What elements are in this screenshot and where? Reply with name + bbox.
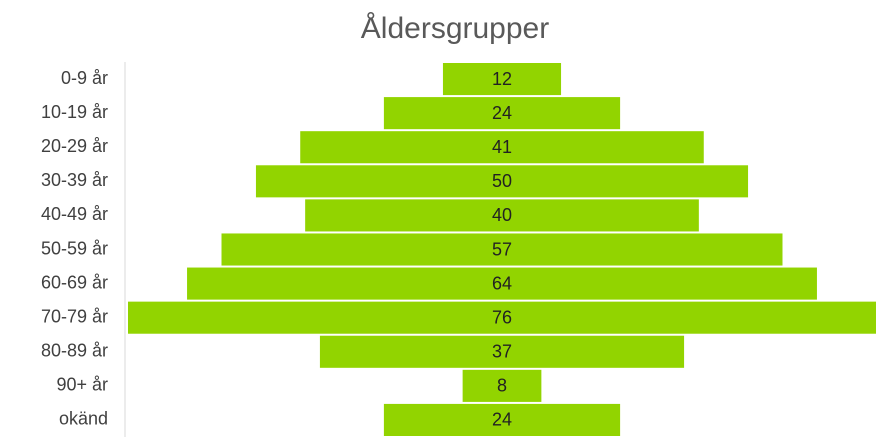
data-label: 24	[492, 103, 512, 123]
bar	[221, 233, 783, 266]
y-tick-label: 60-69 år	[41, 272, 108, 292]
y-tick-label: 30-39 år	[41, 170, 108, 190]
bar	[305, 199, 699, 232]
bar	[255, 165, 749, 198]
data-label: 8	[497, 376, 507, 396]
y-tick-label: 70-79 år	[41, 306, 108, 326]
bar	[383, 403, 621, 436]
bar	[128, 301, 876, 334]
data-label: 57	[492, 239, 512, 259]
data-label: 24	[492, 410, 512, 430]
data-label: 40	[492, 205, 512, 225]
y-tick-label: 10-19 år	[41, 102, 108, 122]
chart-title: Åldersgrupper	[361, 12, 549, 45]
y-tick-label: okänd	[59, 409, 108, 429]
bar	[319, 335, 685, 368]
bar	[462, 369, 542, 402]
data-label: 12	[492, 69, 512, 89]
data-label: 37	[492, 342, 512, 362]
data-label: 50	[492, 171, 512, 191]
y-tick-label: 80-89 år	[41, 341, 108, 361]
y-tick-label: 20-29 år	[41, 136, 108, 156]
data-label: 64	[492, 273, 512, 293]
bar	[187, 267, 817, 300]
y-tick-label: 40-49 år	[41, 204, 108, 224]
bar	[442, 63, 562, 96]
y-tick-label: 50-59 år	[41, 238, 108, 258]
y-tick-label: 0-9 år	[61, 68, 108, 88]
bar	[383, 97, 621, 130]
data-label: 41	[492, 137, 512, 157]
y-tick-label: 90+ år	[56, 375, 108, 395]
data-label: 76	[492, 307, 512, 327]
bar	[300, 131, 704, 164]
